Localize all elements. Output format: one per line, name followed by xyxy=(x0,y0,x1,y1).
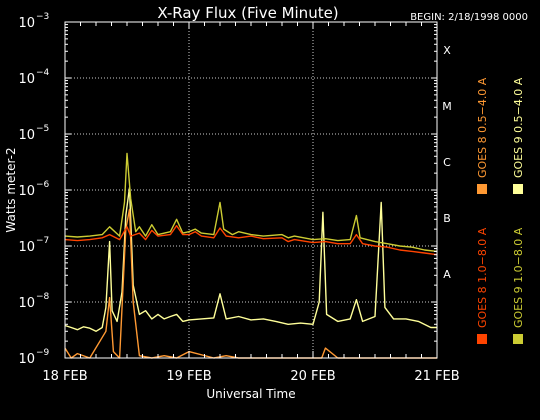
flare-class-label: M xyxy=(442,100,452,113)
x-tick-label: 20 FEB xyxy=(290,369,335,384)
y-tick-exponent: −4 xyxy=(36,68,50,78)
flare-class-label: A xyxy=(443,268,451,281)
legend-entry-label: GOES 9 0.5−4.0 A xyxy=(512,77,525,178)
y-tick-label: 10 xyxy=(18,72,35,87)
flare-class-label: X xyxy=(443,44,451,57)
flare-class-label: B xyxy=(443,212,451,225)
legend: GOES 8 1.0−8.0 A GOES 8 0.5−4.0 A GOES 9 1… xyxy=(476,77,525,344)
y-tick-label: 10 xyxy=(18,184,35,199)
y-tick-label: 10 xyxy=(18,128,35,143)
x-axis: 18 FEB 19 FEB 20 FEB 21 FEB xyxy=(42,22,460,384)
x-tick-label: 18 FEB xyxy=(42,369,87,384)
y-tick-exponent: −8 xyxy=(36,292,50,302)
y-tick-label: 10 xyxy=(18,16,35,31)
legend-entry-label: GOES 8 0.5−4.0 A xyxy=(476,77,489,178)
flare-class-label: C xyxy=(443,156,451,169)
x-tick-label: 19 FEB xyxy=(166,369,211,384)
legend-entry-label: GOES 9 1.0−8.0 A xyxy=(512,227,525,328)
y-tick-exponent: −6 xyxy=(36,180,50,190)
y-tick-label: 10 xyxy=(18,296,35,311)
series-layer xyxy=(64,152,438,359)
y-tick-label: 10 xyxy=(18,352,35,367)
legend-swatch xyxy=(477,184,487,194)
series-line xyxy=(64,186,437,332)
legend-swatch xyxy=(513,334,523,344)
y-tick-exponent: −9 xyxy=(36,348,50,358)
series-line xyxy=(64,224,438,256)
series-line xyxy=(64,152,438,253)
y-tick-exponent: −7 xyxy=(36,236,49,246)
y-tick-exponent: −5 xyxy=(36,124,49,134)
x-tick-label: 21 FEB xyxy=(414,369,459,384)
begin-label: BEGIN: 2/18/1998 0000 xyxy=(410,12,528,23)
chart-title: X-Ray Flux (Five Minute) xyxy=(157,4,338,22)
flare-class-labels: X M C B A xyxy=(442,44,452,281)
y-tick-label: 10 xyxy=(18,240,35,255)
y-tick-exponent: −3 xyxy=(36,12,49,22)
series-line xyxy=(64,208,437,359)
legend-swatch xyxy=(477,334,487,344)
y-axis-label: Watts meter-2 xyxy=(4,147,18,232)
legend-swatch xyxy=(513,184,523,194)
x-axis-label: Universal Time xyxy=(206,387,295,401)
legend-entry-label: GOES 8 1.0−8.0 A xyxy=(476,227,489,328)
y-axis: 10−310−410−510−610−710−810−9 xyxy=(18,12,437,367)
gridlines xyxy=(65,22,437,358)
